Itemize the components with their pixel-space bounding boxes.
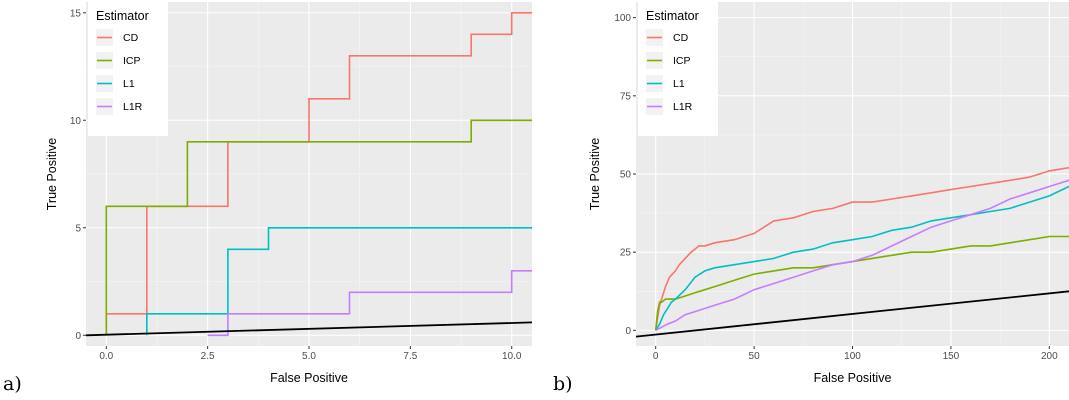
legend-label-l1r: L1R — [673, 101, 693, 113]
series-line-l1 — [146, 227, 532, 336]
x-tick-label: 100 — [844, 351, 861, 362]
legend-label-l1: L1 — [673, 78, 685, 90]
y-tick-label: 10 — [70, 116, 82, 127]
legend-label-icp: ICP — [123, 55, 141, 67]
legend-label-cd: CD — [673, 32, 689, 44]
x-axis-title: False Positive — [270, 371, 348, 385]
legend: Estimator CD ICP L1 L1R — [88, 2, 168, 136]
x-tick-label: 10.0 — [502, 351, 522, 362]
legend-label-l1r: L1R — [123, 101, 143, 113]
reference-line — [86, 321, 532, 337]
y-axis-title: True Positive — [588, 138, 602, 211]
x-tick-label: 2.5 — [201, 351, 215, 362]
reference-line — [636, 290, 1069, 338]
y-tick-label: 0 — [625, 326, 631, 337]
y-tick-label: 75 — [620, 91, 632, 102]
y-axis-title: True Positive — [45, 138, 59, 211]
legend-title: Estimator — [646, 9, 699, 23]
legend-title: Estimator — [96, 9, 149, 23]
series-line-l1 — [655, 185, 1069, 331]
series-group — [86, 12, 532, 337]
chart-panel-b: 0 50 100 150 200 0 25 50 75 100 False Positive True… — [553, 2, 1069, 395]
x-tick-label: 50 — [749, 351, 761, 362]
y-tick-label: 50 — [620, 170, 632, 181]
y-tick-label: 5 — [75, 223, 81, 234]
x-tick-label: 150 — [943, 351, 960, 362]
x-tick-label: 5.0 — [302, 351, 316, 362]
legend-label-l1: L1 — [123, 78, 135, 90]
series-line-cd — [105, 12, 532, 336]
x-tick-label: 7.5 — [403, 351, 417, 362]
gridlines — [636, 2, 1069, 346]
series-group — [636, 166, 1069, 338]
y-tick-label: 25 — [620, 248, 632, 259]
series-line-l1r — [655, 179, 1069, 332]
x-tick-label: 200 — [1041, 351, 1058, 362]
x-tick-label: 0.0 — [99, 351, 113, 362]
panel-label: a) — [3, 373, 22, 395]
y-tick-label: 100 — [614, 13, 631, 24]
x-tick-label: 0 — [653, 351, 659, 362]
y-tick-label: 15 — [70, 8, 82, 19]
series-line-icp — [105, 119, 532, 336]
y-tick-label: 0 — [75, 331, 81, 342]
legend-label-cd: CD — [123, 32, 139, 44]
panel-label: b) — [553, 373, 573, 395]
x-axis-title: False Positive — [814, 371, 892, 385]
legend: Estimator CD ICP L1 L1R — [638, 2, 718, 136]
legend-label-icp: ICP — [673, 55, 691, 67]
series-line-icp — [654, 235, 1069, 331]
chart-panel-a: 0.0 2.5 5.0 7.5 10.0 0 5 10 15 False Positive True… — [3, 2, 532, 395]
series-line-cd — [654, 166, 1069, 331]
